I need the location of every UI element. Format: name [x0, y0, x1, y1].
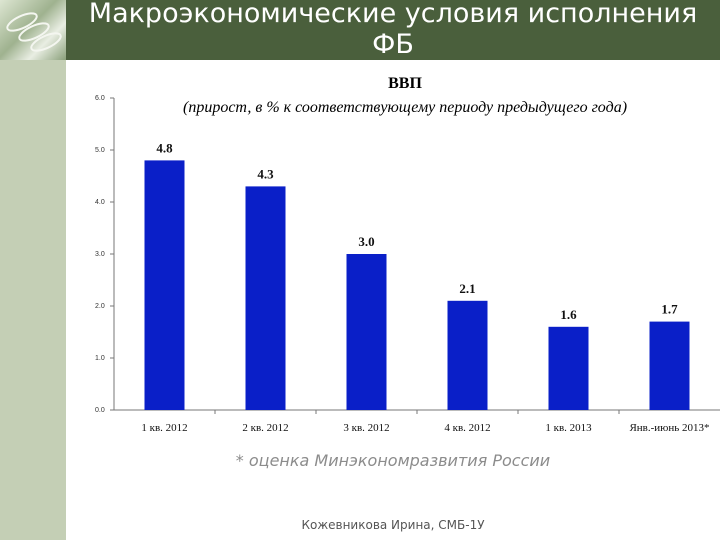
x-category-label: 3 кв. 2012	[343, 422, 389, 434]
left-decorative-stripe	[0, 60, 66, 540]
y-tick-label: 3.0	[95, 251, 105, 258]
footnote: * оценка Минэкономразвития России	[235, 451, 551, 470]
header-bar	[0, 0, 720, 60]
y-tick-label: 1.0	[95, 355, 105, 362]
bar	[144, 160, 185, 410]
bar	[548, 326, 589, 410]
slide-title: Макроэкономические условия исполнения ФБ	[88, 0, 698, 60]
chart-subtitle: (прирост, в % к соответствующему периоду…	[182, 99, 628, 116]
bar-value-label: 1.6	[560, 307, 577, 322]
chart-title: ВВП	[388, 75, 422, 92]
ring-binder-logo-icon	[0, 0, 66, 60]
bar-value-label: 2.1	[459, 281, 475, 296]
bar-value-label: 1.7	[661, 302, 678, 317]
bar	[346, 254, 387, 410]
x-category-label: 4 кв. 2012	[444, 422, 490, 434]
y-tick-label: 0.0	[95, 407, 105, 414]
chart-title-block: ВВП (прирост, в % к соответствующему пер…	[140, 72, 670, 120]
x-category-label: 1 кв. 2012	[141, 422, 187, 434]
x-category-label: 1 кв. 2013	[545, 422, 592, 434]
bar-value-label: 4.8	[156, 140, 173, 155]
bar-value-label: 4.3	[257, 166, 274, 181]
bar	[245, 186, 286, 410]
y-tick-label: 5.0	[95, 147, 105, 154]
y-tick-label: 6.0	[95, 95, 105, 102]
x-category-label: Янв.-июнь 2013*	[629, 422, 709, 434]
bar-value-label: 3.0	[358, 234, 374, 249]
y-tick-label: 2.0	[95, 303, 105, 310]
bar	[649, 321, 690, 410]
x-category-label: 2 кв. 2012	[242, 422, 288, 434]
author-caption: Кожевникова Ирина, СМБ-1У	[301, 518, 485, 532]
bar	[447, 300, 488, 410]
y-tick-label: 4.0	[95, 199, 105, 206]
